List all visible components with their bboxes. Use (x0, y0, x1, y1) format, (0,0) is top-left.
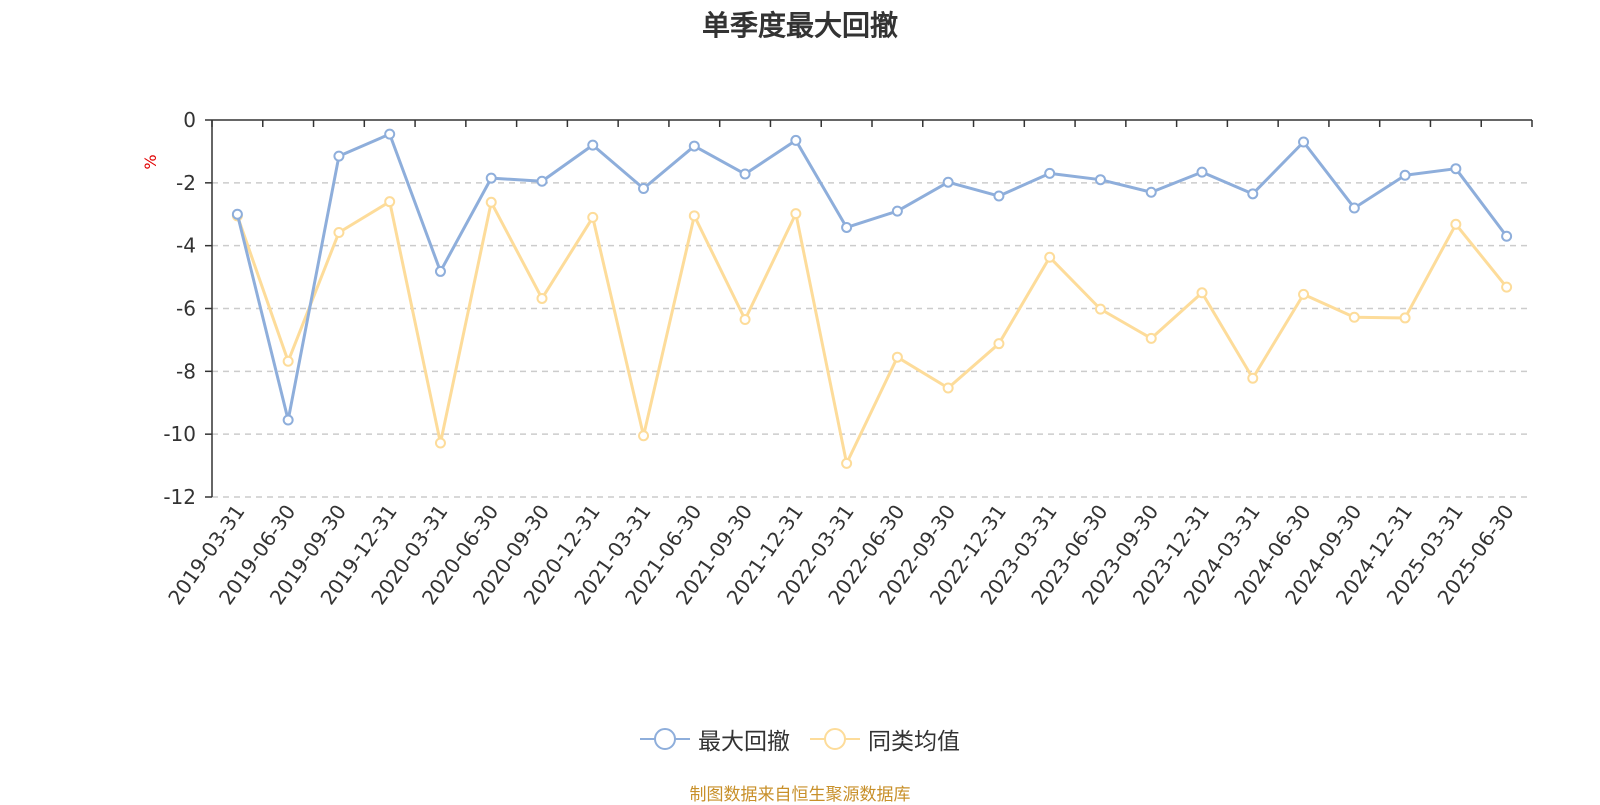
data-point (942, 382, 954, 394)
data-point (1399, 312, 1411, 324)
data-point (790, 208, 802, 220)
data-point (333, 150, 345, 162)
data-point (434, 437, 446, 449)
series-line-1 (235, 200, 1508, 465)
y-axis-unit: % (141, 154, 160, 169)
data-point (1247, 372, 1259, 384)
data-point (1298, 288, 1310, 300)
data-point (587, 139, 599, 151)
data-point (638, 430, 650, 442)
y-tick-label: -2 (176, 171, 196, 195)
grid-lines (212, 182, 1532, 498)
data-point (688, 140, 700, 152)
legend-label: 同类均值 (868, 729, 960, 755)
data-point (485, 172, 497, 184)
data-point (1044, 251, 1056, 263)
series-line-0 (235, 132, 1508, 422)
data-point (993, 338, 1005, 350)
data-point (333, 226, 345, 238)
data-point (1399, 169, 1411, 181)
data-point (536, 175, 548, 187)
data-point (434, 265, 446, 277)
data-point (384, 196, 396, 208)
legend-marker-icon (640, 728, 690, 750)
data-point (1247, 188, 1259, 200)
data-point (688, 210, 700, 222)
data-point (231, 208, 243, 220)
data-point (1298, 136, 1310, 148)
series-lines (231, 128, 1513, 469)
data-point (485, 196, 497, 208)
data-point (790, 134, 802, 146)
y-tick-label: -6 (176, 297, 196, 321)
data-point (1501, 230, 1513, 242)
data-point (1501, 281, 1513, 293)
data-point (1094, 174, 1106, 186)
axes (205, 119, 1533, 498)
y-tick-label: 0 (183, 108, 196, 132)
data-point (282, 414, 294, 426)
chart-title: 单季度最大回撤 (701, 9, 898, 42)
data-point (638, 182, 650, 194)
data-point (1145, 186, 1157, 198)
data-point (841, 221, 853, 233)
data-point (587, 211, 599, 223)
data-point (1044, 167, 1056, 179)
data-point (1196, 166, 1208, 178)
y-tick-label: -10 (163, 422, 196, 446)
data-point (1145, 332, 1157, 344)
data-point (739, 313, 751, 325)
data-point (993, 190, 1005, 202)
data-point (1348, 311, 1360, 323)
source-note: 制图数据来自恒生聚源数据库 (689, 785, 911, 805)
data-point (891, 351, 903, 363)
data-point (942, 176, 954, 188)
legend: 最大回撤 同类均值 (0, 722, 1600, 756)
y-tick-label: -8 (176, 359, 196, 383)
data-point (841, 457, 853, 469)
y-tick-label: -4 (176, 234, 196, 258)
legend-marker-icon (810, 728, 860, 750)
legend-item-0[interactable]: 最大回撤 (640, 722, 790, 756)
data-point (1450, 163, 1462, 175)
legend-item-1[interactable]: 同类均值 (810, 722, 960, 756)
data-point (1450, 218, 1462, 230)
data-point (739, 168, 751, 180)
data-point (384, 128, 396, 140)
y-tick-label: -12 (163, 485, 196, 509)
data-point (282, 355, 294, 367)
legend-label: 最大回撤 (698, 729, 790, 755)
data-point (1348, 202, 1360, 214)
data-point (1094, 303, 1106, 315)
data-point (536, 292, 548, 304)
data-point (891, 205, 903, 217)
data-point (1196, 287, 1208, 299)
